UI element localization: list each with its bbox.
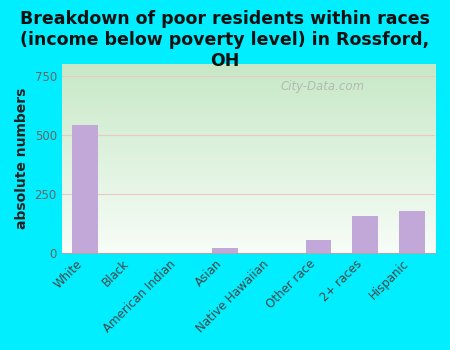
Bar <box>399 211 424 253</box>
Bar <box>72 125 98 253</box>
Bar <box>212 248 238 253</box>
Y-axis label: absolute numbers: absolute numbers <box>15 88 29 229</box>
Bar <box>306 240 331 253</box>
Text: Breakdown of poor residents within races
(income below poverty level) in Rossfor: Breakdown of poor residents within races… <box>20 10 430 70</box>
Bar <box>352 216 378 253</box>
Text: City-Data.com: City-Data.com <box>281 80 365 93</box>
